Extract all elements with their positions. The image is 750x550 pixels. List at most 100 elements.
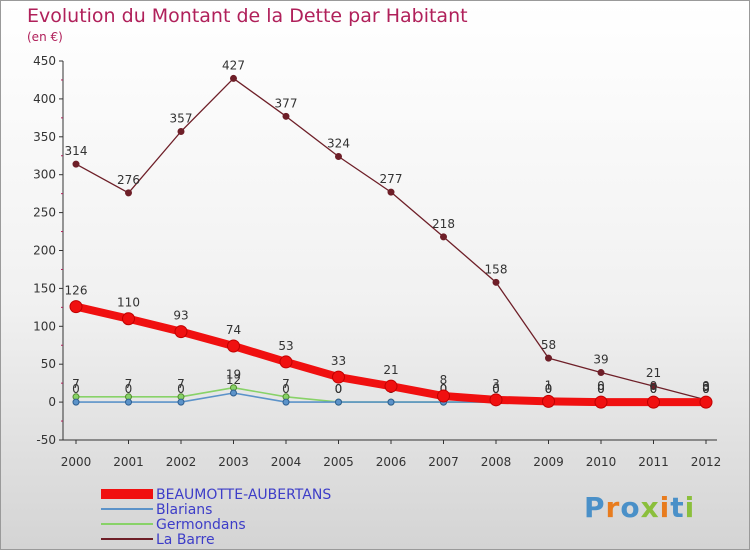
logo-letter: r (605, 491, 621, 524)
data-point (177, 127, 185, 135)
logo-letter: i (684, 491, 696, 524)
data-point (699, 395, 713, 409)
unit-label: (en €) (27, 30, 63, 44)
y-tick-label: 50 (41, 357, 56, 371)
data-label: 0 (177, 382, 185, 396)
data-label: 58 (541, 338, 556, 352)
data-label: 19 (226, 368, 241, 382)
data-label: 7 (72, 377, 80, 391)
data-label: 0 (282, 382, 290, 396)
logo-letter: x (640, 491, 660, 524)
y-tick-label: 150 (33, 281, 56, 295)
x-tick-label: 2006 (376, 455, 407, 469)
data-label: 21 (383, 363, 398, 377)
data-label: 314 (65, 144, 88, 158)
y-tick-label: 0 (48, 395, 56, 409)
data-point (387, 188, 395, 196)
data-label: 0 (702, 382, 710, 396)
data-point (230, 389, 237, 397)
x-tick-label: 2009 (533, 455, 564, 469)
x-tick-label: 2000 (61, 455, 92, 469)
y-tick-label: 350 (33, 130, 56, 144)
y-tick-label: 400 (33, 92, 56, 106)
data-label: 21 (646, 366, 661, 380)
data-point (597, 369, 605, 377)
data-label: 0 (335, 382, 343, 396)
y-tick-label: 250 (33, 206, 56, 220)
data-label: 0 (597, 379, 605, 393)
data-point (335, 153, 342, 161)
data-label: 324 (327, 137, 350, 151)
data-label: 12 (226, 373, 241, 387)
data-label: 39 (593, 353, 608, 367)
data-label: 277 (380, 172, 403, 186)
data-label: 0 (597, 382, 605, 396)
y-tick-label: 200 (33, 244, 56, 258)
data-label: 0 (650, 379, 658, 393)
data-point (279, 355, 293, 369)
proxiti-logo: Proxiti (584, 491, 695, 524)
data-point (545, 354, 552, 362)
data-point (125, 189, 132, 197)
data-label: 110 (117, 296, 140, 310)
data-label: 0 (440, 382, 448, 396)
x-tick-label: 2001 (113, 455, 144, 469)
data-label: 8 (440, 373, 448, 387)
x-tick-label: 2003 (218, 455, 249, 469)
data-label: 1 (545, 378, 553, 392)
data-label: 0 (650, 382, 658, 396)
legend: BEAUMOTTE-AUBERTANSBlariansGermondansLa … (101, 487, 331, 548)
data-label: 53 (278, 339, 293, 353)
data-point (282, 398, 290, 406)
y-tick-label: 300 (33, 168, 56, 182)
data-point (335, 398, 342, 406)
data-point (125, 398, 132, 406)
data-label: 93 (173, 309, 188, 323)
data-point (647, 395, 660, 409)
data-point (489, 393, 503, 407)
data-point (177, 398, 185, 406)
logo-letter: P (584, 491, 606, 524)
data-label: 0 (702, 379, 710, 393)
data-point (440, 233, 447, 241)
data-label: 0 (335, 382, 343, 396)
data-label: 33 (331, 354, 346, 368)
data-label: 3 (702, 380, 710, 394)
data-label: 74 (226, 323, 241, 337)
y-tick-label: -50 (36, 433, 56, 447)
data-point (230, 74, 237, 82)
data-point (492, 278, 500, 286)
legend-label: Germondans (156, 517, 246, 533)
data-label: 218 (432, 217, 455, 231)
data-point (650, 382, 657, 390)
data-label: 158 (485, 262, 508, 276)
data-label: 0 (650, 382, 658, 396)
data-label: 427 (222, 58, 245, 72)
data-label: 0 (440, 382, 448, 396)
legend-label: Blarians (156, 502, 212, 518)
x-tick-label: 2004 (271, 455, 302, 469)
x-tick-label: 2012 (691, 455, 722, 469)
data-label: 7 (125, 377, 133, 391)
x-tick-label: 2007 (428, 455, 459, 469)
x-tick-label: 2008 (481, 455, 512, 469)
y-tick-label: 450 (33, 54, 56, 68)
logo-letter: o (620, 491, 641, 524)
data-label: 0 (545, 382, 553, 396)
data-point (72, 398, 80, 406)
data-point (384, 379, 398, 393)
x-tick-label: 2011 (638, 455, 669, 469)
data-label: 276 (117, 173, 140, 187)
data-point (72, 160, 80, 168)
data-point (594, 395, 608, 409)
series-line (75, 77, 707, 401)
data-label: 0 (492, 382, 500, 396)
data-label: 0 (125, 382, 133, 396)
data-point (282, 112, 290, 120)
x-tick-label: 2005 (323, 455, 354, 469)
data-label: 3 (492, 377, 500, 391)
